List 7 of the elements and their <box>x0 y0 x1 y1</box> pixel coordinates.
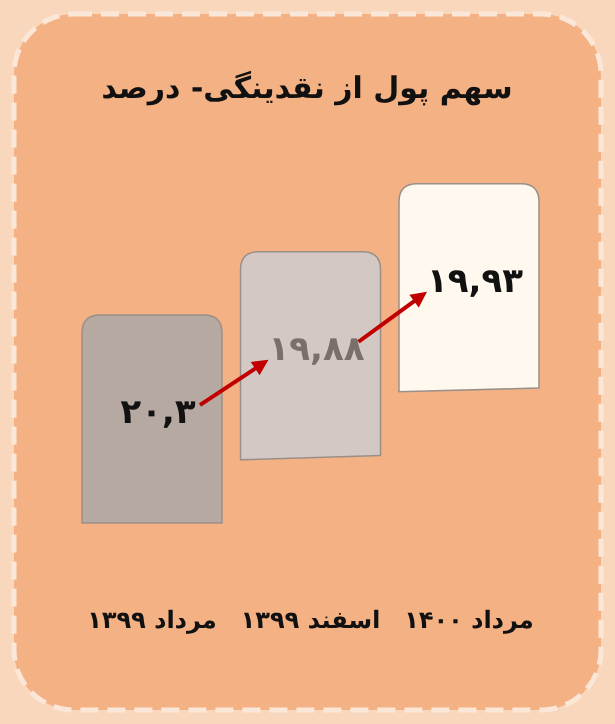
data-label: ۲۰,۳ <box>120 392 196 432</box>
data-label: ۱۹,۸۸ <box>268 328 365 369</box>
category-label: مرداد ۱۳۹۹ <box>87 606 217 634</box>
text: سهم پول از نقدینگی- درصد <box>101 70 513 106</box>
data-label: ۱۹,۹۳ <box>427 260 524 301</box>
category-label: اسفند ۱۳۹۹ <box>240 606 380 634</box>
category-label: مرداد ۱۴۰۰ <box>404 606 534 634</box>
